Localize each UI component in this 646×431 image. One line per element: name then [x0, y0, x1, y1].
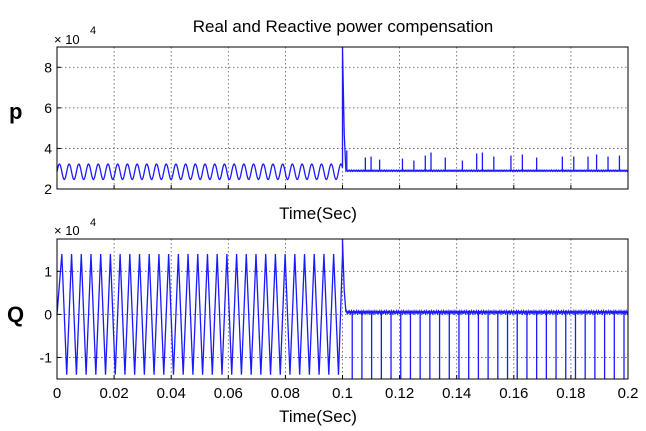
p-x-label: Time(Sec): [279, 204, 357, 223]
q-plot-frame: [56, 238, 629, 380]
x-tick-label: 0.08: [271, 385, 300, 402]
q-plot: 0 0.02 0.04 0.06 0.08 0.1 0.12 0.14 0.16 0.18 0.2 …: [7, 217, 638, 426]
y-tick-label: 2: [44, 181, 52, 197]
q-y-label: Q: [7, 302, 24, 327]
trace-line: [56, 238, 629, 375]
x-tick-label: 0.1: [332, 385, 353, 402]
y-tick-label: 4: [44, 140, 52, 156]
p-y-label: p: [9, 99, 22, 124]
x-tick-label: 0.2: [618, 385, 639, 402]
y-tick-label: 8: [44, 59, 52, 75]
p-exponent-label: × 10: [54, 32, 80, 47]
p-power-trace: [56, 46, 629, 181]
y-tick-label: 6: [44, 100, 52, 116]
q-x-label: Time(Sec): [279, 407, 357, 426]
q-power-trace: [56, 238, 629, 379]
trace-line: [56, 46, 629, 181]
x-tick-label: 0.18: [556, 385, 585, 402]
x-tick-label: 0.02: [99, 385, 128, 402]
p-plot: 2 4 6 8 × 10 4 p Time(Sec): [9, 25, 629, 223]
x-tick-label: 0: [53, 385, 61, 402]
y-tick-label: 0: [44, 306, 52, 322]
y-tick-label: -1: [40, 349, 53, 365]
x-tick-label: 0.06: [214, 385, 243, 402]
q-y-ticks: -1 0 1: [40, 263, 61, 365]
q-exponent-power: 4: [90, 217, 96, 229]
p-exponent-power: 4: [90, 25, 96, 37]
x-tick-label: 0.04: [157, 385, 186, 402]
q-exponent-label: × 10: [54, 223, 80, 238]
q-x-ticks: 0 0.02 0.04 0.06 0.08 0.1 0.12 0.14 0.16 0.18 0.2: [53, 375, 639, 402]
y-tick-label: 1: [44, 263, 52, 279]
p-plot-frame: [56, 46, 629, 190]
x-tick-label: 0.14: [442, 385, 471, 402]
x-tick-label: 0.16: [499, 385, 528, 402]
x-tick-label: 0.12: [385, 385, 414, 402]
chart-title: Real and Reactive power compensation: [193, 17, 494, 36]
